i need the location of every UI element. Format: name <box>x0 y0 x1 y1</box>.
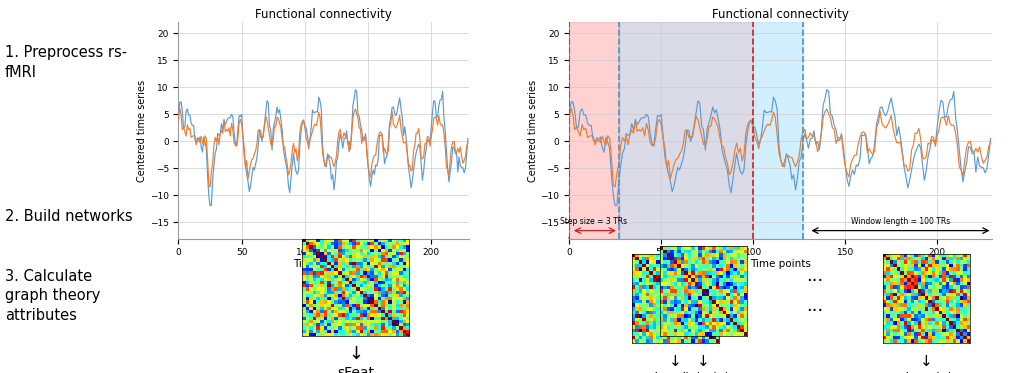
Text: ↓: ↓ <box>919 354 932 369</box>
Text: sFeat: sFeat <box>336 366 374 373</box>
X-axis label: Time points: Time points <box>293 259 354 269</box>
Bar <box>619 22 752 239</box>
Bar <box>569 22 619 239</box>
Text: ↓: ↓ <box>668 354 682 369</box>
Title: Functional connectivity: Functional connectivity <box>711 8 849 21</box>
Text: 2. Build networks: 2. Build networks <box>5 209 132 224</box>
Text: ↓: ↓ <box>696 354 709 369</box>
Title: Functional connectivity: Functional connectivity <box>255 8 392 21</box>
Text: 1. Preprocess rs-
fMRI: 1. Preprocess rs- fMRI <box>5 45 127 79</box>
Text: ...: ... <box>806 267 822 285</box>
Text: Step size = 3 TRs: Step size = 3 TRs <box>559 217 627 226</box>
Bar <box>752 22 802 239</box>
Text: dFeat(1): dFeat(1) <box>649 372 701 373</box>
Text: Window length = 100 TRs: Window length = 100 TRs <box>850 217 949 226</box>
Text: dFeat(n): dFeat(n) <box>900 372 952 373</box>
Text: ↓: ↓ <box>347 345 363 363</box>
Y-axis label: Centered time series: Centered time series <box>527 79 537 182</box>
Y-axis label: Centered time series: Centered time series <box>137 79 147 182</box>
Text: 3. Calculate
graph theory
attributes: 3. Calculate graph theory attributes <box>5 269 101 323</box>
Text: ...: ... <box>806 297 822 315</box>
Text: dFeat(2): dFeat(2) <box>677 372 729 373</box>
X-axis label: Time points: Time points <box>750 259 810 269</box>
